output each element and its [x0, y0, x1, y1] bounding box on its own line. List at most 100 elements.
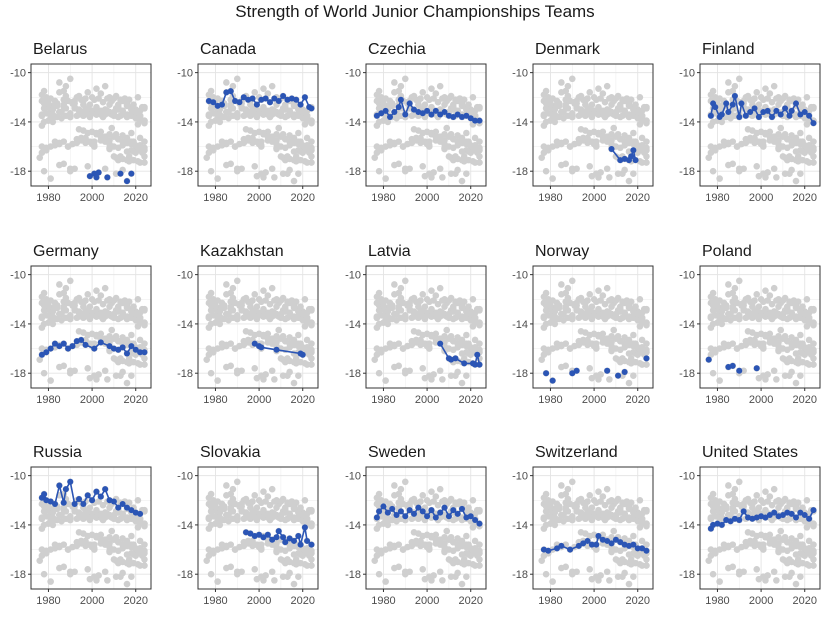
background-point — [56, 281, 63, 288]
background-point — [792, 379, 800, 387]
facet-title: Sweden — [368, 444, 426, 461]
background-point — [117, 112, 124, 120]
background-point — [290, 148, 298, 155]
background-point — [794, 561, 802, 568]
x-tick-label: 2020 — [792, 394, 816, 406]
background-point — [260, 305, 267, 313]
background-point — [401, 315, 409, 323]
facet-title: Canada — [200, 41, 256, 58]
y-tick-label: -18 — [177, 166, 193, 178]
background-point — [299, 511, 307, 519]
background-point — [386, 299, 394, 307]
background-point — [777, 527, 785, 535]
background-point — [419, 291, 427, 298]
team-point — [106, 343, 113, 350]
background-point — [110, 297, 118, 304]
background-point — [308, 346, 315, 354]
background-point — [123, 514, 131, 521]
team-point — [227, 88, 234, 95]
background-point — [136, 314, 144, 322]
background-point — [419, 492, 427, 499]
background-point — [141, 562, 148, 569]
background-point — [454, 569, 461, 577]
team-point — [558, 542, 565, 549]
x-tick-label: 2000 — [749, 595, 773, 607]
facet-kazakhstan: Kazakhstan -10 -14 -18 1980 2000 2020 — [177, 243, 319, 406]
background-point — [560, 108, 567, 116]
background-point — [467, 310, 475, 318]
background-point — [573, 105, 580, 112]
background-point — [308, 144, 315, 152]
background-point — [101, 82, 109, 90]
y-tick-label: -14 — [512, 117, 528, 129]
background-point — [71, 105, 78, 112]
background-point — [268, 165, 276, 173]
team-point — [782, 105, 789, 112]
background-point — [542, 490, 550, 498]
background-point — [419, 162, 427, 170]
background-point — [792, 148, 800, 155]
background-point — [373, 313, 381, 320]
background-point — [439, 376, 446, 383]
background-point — [614, 170, 622, 177]
x-tick-label: 2000 — [80, 192, 104, 204]
background-point — [295, 138, 302, 145]
background-point — [271, 577, 278, 584]
team-point — [740, 508, 747, 515]
background-point — [770, 284, 778, 292]
background-point — [753, 307, 761, 314]
background-point — [467, 552, 475, 560]
facet-title: Finland — [702, 41, 754, 58]
x-tick-label: 2020 — [458, 394, 482, 406]
background-point — [458, 148, 466, 155]
background-point — [595, 174, 602, 181]
background-point — [471, 314, 479, 322]
background-point — [260, 376, 267, 383]
background-point — [562, 298, 570, 306]
background-point — [205, 313, 213, 320]
background-point — [308, 117, 315, 124]
background-point — [112, 170, 120, 177]
background-point — [425, 541, 433, 548]
background-point — [60, 289, 68, 297]
team-point — [467, 115, 474, 122]
background-point — [216, 509, 224, 516]
background-point — [810, 346, 817, 354]
background-point — [612, 95, 620, 102]
background-point — [260, 287, 267, 294]
background-point — [636, 93, 644, 101]
background-point — [469, 323, 477, 330]
background-point — [233, 315, 241, 323]
background-point — [277, 297, 285, 304]
background-point — [66, 277, 74, 285]
background-point — [290, 336, 298, 344]
background-point — [295, 372, 302, 379]
y-tick-label: -10 — [512, 270, 528, 282]
background-point — [251, 291, 259, 298]
facet-denmark: Denmark -10 -14 -18 1980 2000 2020 — [512, 41, 654, 204]
team-point — [119, 344, 126, 351]
background-point — [284, 355, 291, 362]
team-point — [643, 547, 650, 554]
background-point — [295, 331, 302, 339]
background-point — [558, 79, 565, 86]
background-point — [753, 89, 761, 96]
team-line — [710, 95, 815, 124]
panel-border — [365, 265, 487, 389]
background-point — [93, 532, 100, 540]
background-point — [452, 314, 459, 322]
background-point — [762, 506, 769, 514]
background-point — [762, 532, 769, 540]
background-point — [268, 485, 276, 493]
background-point — [630, 372, 637, 379]
background-point — [308, 153, 315, 160]
background-point — [709, 570, 717, 578]
background-point — [227, 298, 235, 306]
team-point — [628, 153, 635, 160]
panel-border — [30, 63, 152, 187]
background-point — [560, 511, 567, 519]
team-point — [736, 113, 743, 120]
background-point — [49, 106, 57, 113]
background-point — [619, 355, 626, 362]
background-point — [303, 134, 311, 142]
